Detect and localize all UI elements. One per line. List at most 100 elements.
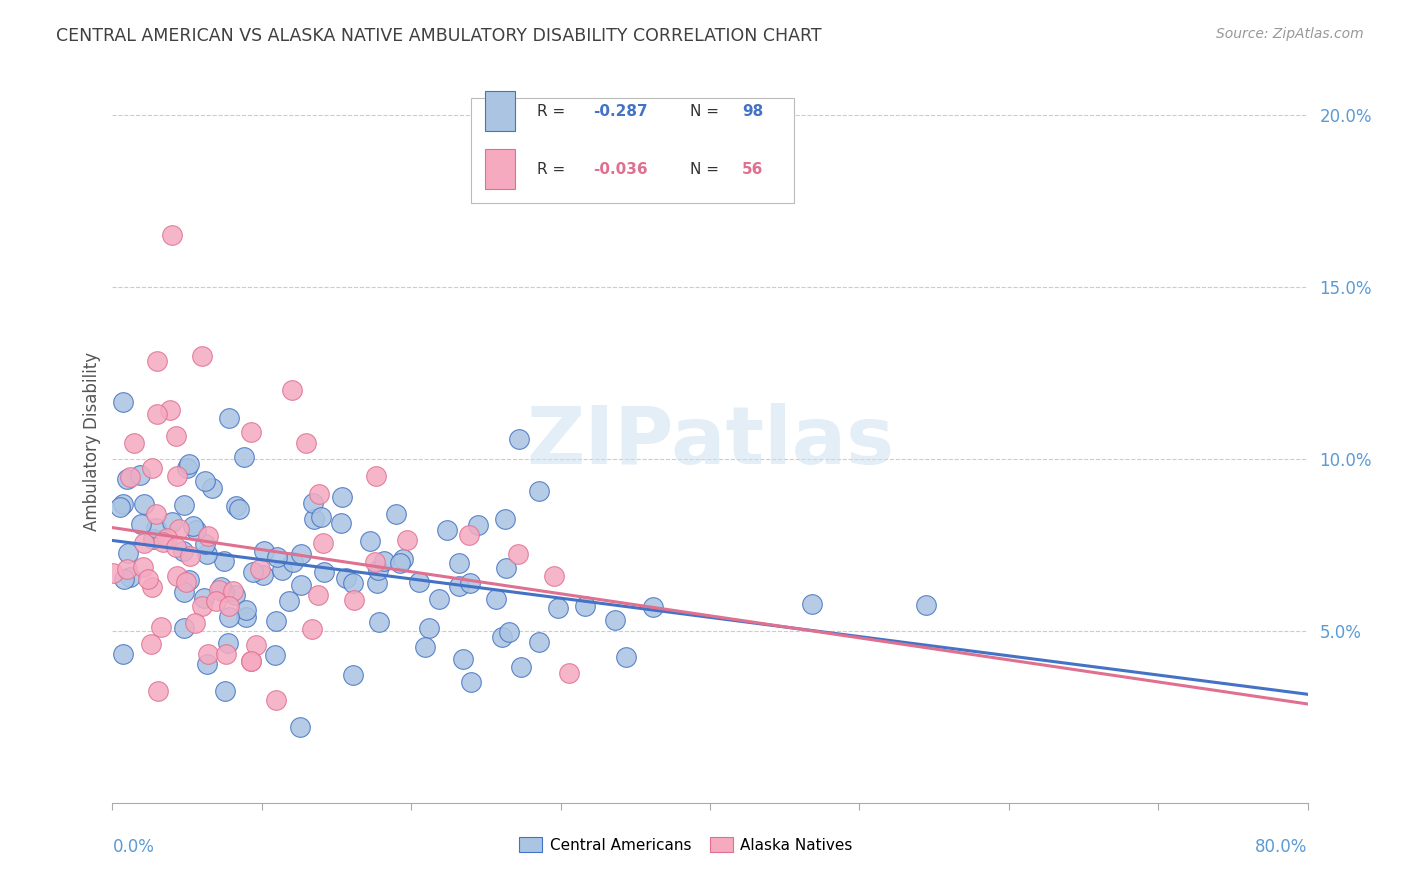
Point	[176, 461, 198, 475]
Point	[915, 598, 938, 612]
Point	[605, 614, 627, 628]
Point	[242, 566, 264, 580]
Point	[132, 497, 155, 511]
Point	[214, 585, 236, 599]
FancyBboxPatch shape	[471, 98, 794, 203]
Point	[141, 580, 163, 594]
Point	[458, 576, 481, 591]
Point	[427, 591, 450, 606]
Point	[177, 574, 200, 588]
Point	[228, 502, 250, 516]
Point	[149, 620, 172, 634]
Point	[218, 599, 240, 613]
Point	[173, 498, 195, 512]
Point	[342, 576, 364, 591]
Point	[309, 510, 332, 524]
Point	[117, 546, 139, 560]
Point	[165, 429, 187, 443]
Point	[460, 674, 482, 689]
Point	[173, 585, 195, 599]
Point	[112, 395, 135, 409]
Point	[142, 532, 165, 546]
Text: R =: R =	[537, 161, 569, 177]
Point	[447, 556, 470, 570]
Point	[132, 536, 155, 550]
Point	[457, 528, 479, 542]
Legend: Central Americans, Alaska Natives: Central Americans, Alaska Natives	[512, 830, 860, 860]
Point	[124, 436, 146, 450]
Point	[136, 572, 159, 586]
Text: -0.287: -0.287	[593, 103, 648, 119]
Point	[415, 640, 437, 655]
Point	[159, 402, 181, 417]
Point	[174, 575, 197, 590]
Point	[307, 588, 329, 602]
Point	[235, 610, 257, 624]
Point	[218, 610, 240, 624]
Point	[218, 410, 240, 425]
Point	[191, 349, 214, 363]
Point	[342, 668, 364, 682]
Text: -0.036: -0.036	[593, 161, 648, 177]
Point	[118, 570, 141, 584]
Point	[252, 544, 274, 558]
Point	[527, 484, 550, 499]
Text: CENTRAL AMERICAN VS ALASKA NATIVE AMBULATORY DISABILITY CORRELATION CHART: CENTRAL AMERICAN VS ALASKA NATIVE AMBULA…	[56, 27, 823, 45]
Point	[494, 512, 516, 526]
Point	[508, 547, 530, 561]
Point	[264, 692, 287, 706]
Point	[366, 576, 388, 591]
Point	[491, 630, 513, 644]
Point	[290, 721, 312, 735]
Point	[308, 486, 330, 500]
Point	[162, 515, 184, 529]
FancyBboxPatch shape	[485, 149, 515, 189]
Point	[543, 569, 565, 583]
Point	[110, 500, 132, 514]
Text: R =: R =	[537, 103, 569, 119]
Point	[141, 461, 163, 475]
Point	[184, 615, 207, 630]
Point	[112, 572, 135, 586]
Point	[367, 563, 389, 577]
Point	[436, 523, 458, 537]
Point	[173, 621, 195, 635]
Point	[194, 537, 217, 551]
Point	[359, 534, 381, 549]
Point	[368, 615, 391, 630]
Point	[224, 588, 246, 602]
Point	[139, 637, 162, 651]
Point	[239, 654, 262, 668]
Point	[190, 599, 212, 614]
Point	[240, 425, 263, 440]
Point	[132, 559, 155, 574]
Text: Source: ZipAtlas.com: Source: ZipAtlas.com	[1216, 27, 1364, 41]
Point	[152, 534, 174, 549]
Point	[195, 547, 218, 561]
Point	[294, 435, 316, 450]
Point	[281, 383, 304, 397]
Point	[129, 516, 152, 531]
Point	[208, 583, 231, 598]
Point	[112, 648, 135, 662]
Point	[312, 566, 335, 580]
Point	[449, 579, 471, 593]
Point	[312, 535, 335, 549]
Point	[290, 547, 312, 561]
Point	[252, 567, 274, 582]
Point	[146, 684, 169, 698]
Point	[508, 432, 530, 446]
Point	[181, 519, 204, 533]
Point	[205, 594, 228, 608]
Point	[146, 407, 169, 421]
Point	[373, 554, 395, 568]
Y-axis label: Ambulatory Disability: Ambulatory Disability	[83, 352, 101, 531]
Point	[495, 561, 517, 575]
Point	[335, 571, 357, 585]
Point	[330, 490, 353, 504]
Point	[197, 647, 219, 661]
Point	[115, 472, 138, 486]
Point	[266, 550, 288, 565]
Point	[156, 532, 179, 546]
Text: 80.0%: 80.0%	[1256, 838, 1308, 855]
